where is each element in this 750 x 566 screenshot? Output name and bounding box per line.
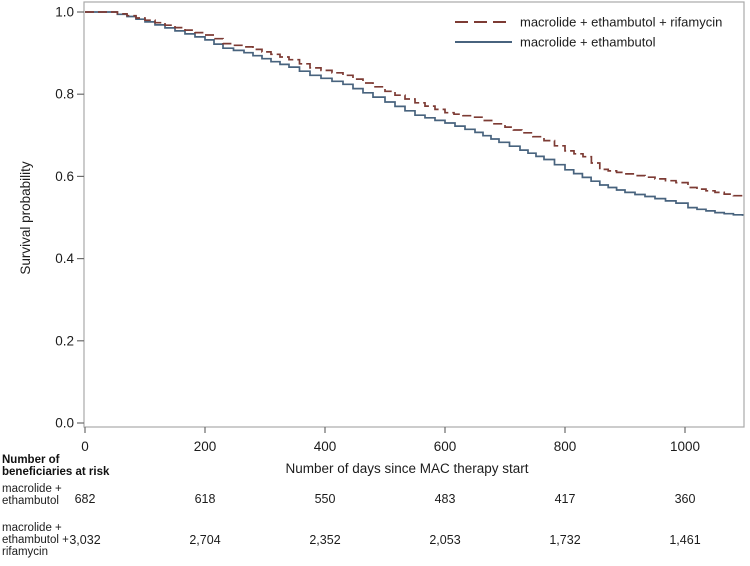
risk-value: 618 [195,492,216,506]
survival-curve-no-rifamycin [85,11,744,216]
risk-value: 2,053 [429,533,460,547]
risk-row-label: macrolide + [2,483,62,495]
y-tick-label: 0.6 [55,169,74,184]
legend-label: macrolide + ethambutol [520,35,656,50]
survival-curve-rifamycin [85,11,744,198]
y-tick-label: 0.2 [55,333,74,348]
risk-value: 3,032 [69,533,100,547]
risk-value: 483 [435,492,456,506]
x-tick-label: 800 [554,439,577,454]
risk-value: 550 [315,492,336,506]
risk-value: 2,352 [309,533,340,547]
y-tick-label: 0.8 [55,87,74,102]
risk-value: 417 [555,492,576,506]
risk-row-label: macrolide + [2,522,62,534]
y-tick-label: 0.0 [55,416,74,431]
y-tick-label: 1.0 [55,5,74,20]
risk-value: 1,461 [669,533,700,547]
risk-row-label: rifamycin [2,546,48,558]
risk-value: 2,704 [189,533,220,547]
plot-frame [83,1,745,428]
x-tick-label: 600 [434,439,457,454]
legend-label: macrolide + ethambutol + rifamycin [520,15,722,30]
risk-row-label: ethambutol + [2,534,69,546]
y-axis-title: Survival probability [18,161,33,275]
x-tick-label: 200 [194,439,217,454]
risk-value: 360 [675,492,696,506]
x-tick-label: 1000 [670,439,700,454]
risk-table-header: Number of beneficiaries at risk [2,454,110,478]
x-tick-label: 400 [314,439,337,454]
x-axis-title: Number of days since MAC therapy start [285,461,529,476]
risk-row-label: ethambutol [2,495,59,507]
y-tick-label: 0.4 [55,251,74,266]
x-tick-label: 0 [81,439,89,454]
risk-value: 1,732 [549,533,580,547]
risk-value: 682 [75,492,96,506]
